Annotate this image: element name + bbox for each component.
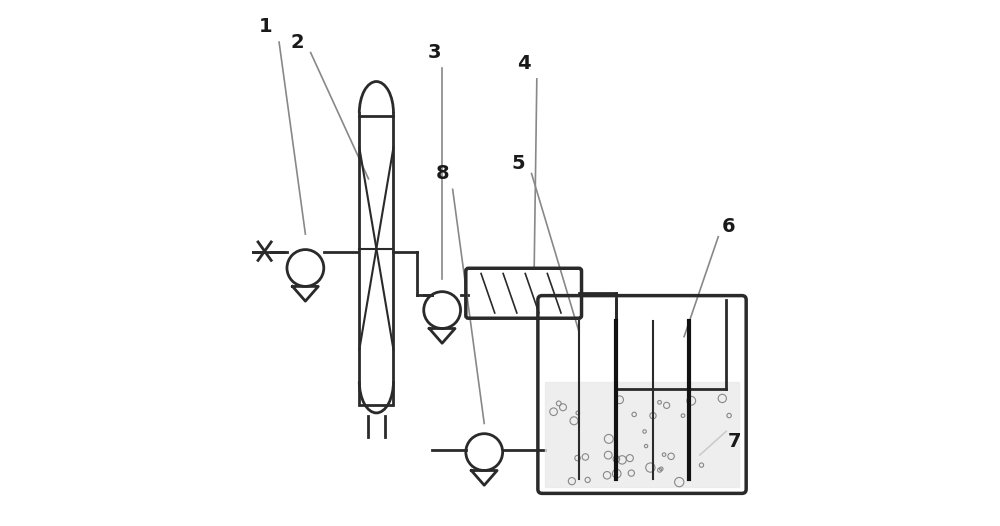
Text: 6: 6 xyxy=(722,217,736,236)
Bar xyxy=(545,382,739,487)
Text: 3: 3 xyxy=(428,43,441,62)
Text: 7: 7 xyxy=(727,432,741,451)
Text: 1: 1 xyxy=(259,17,273,36)
Text: 5: 5 xyxy=(512,154,525,173)
Text: 4: 4 xyxy=(517,54,530,73)
Bar xyxy=(359,116,393,405)
Text: 8: 8 xyxy=(435,164,449,183)
Text: 2: 2 xyxy=(291,33,304,52)
